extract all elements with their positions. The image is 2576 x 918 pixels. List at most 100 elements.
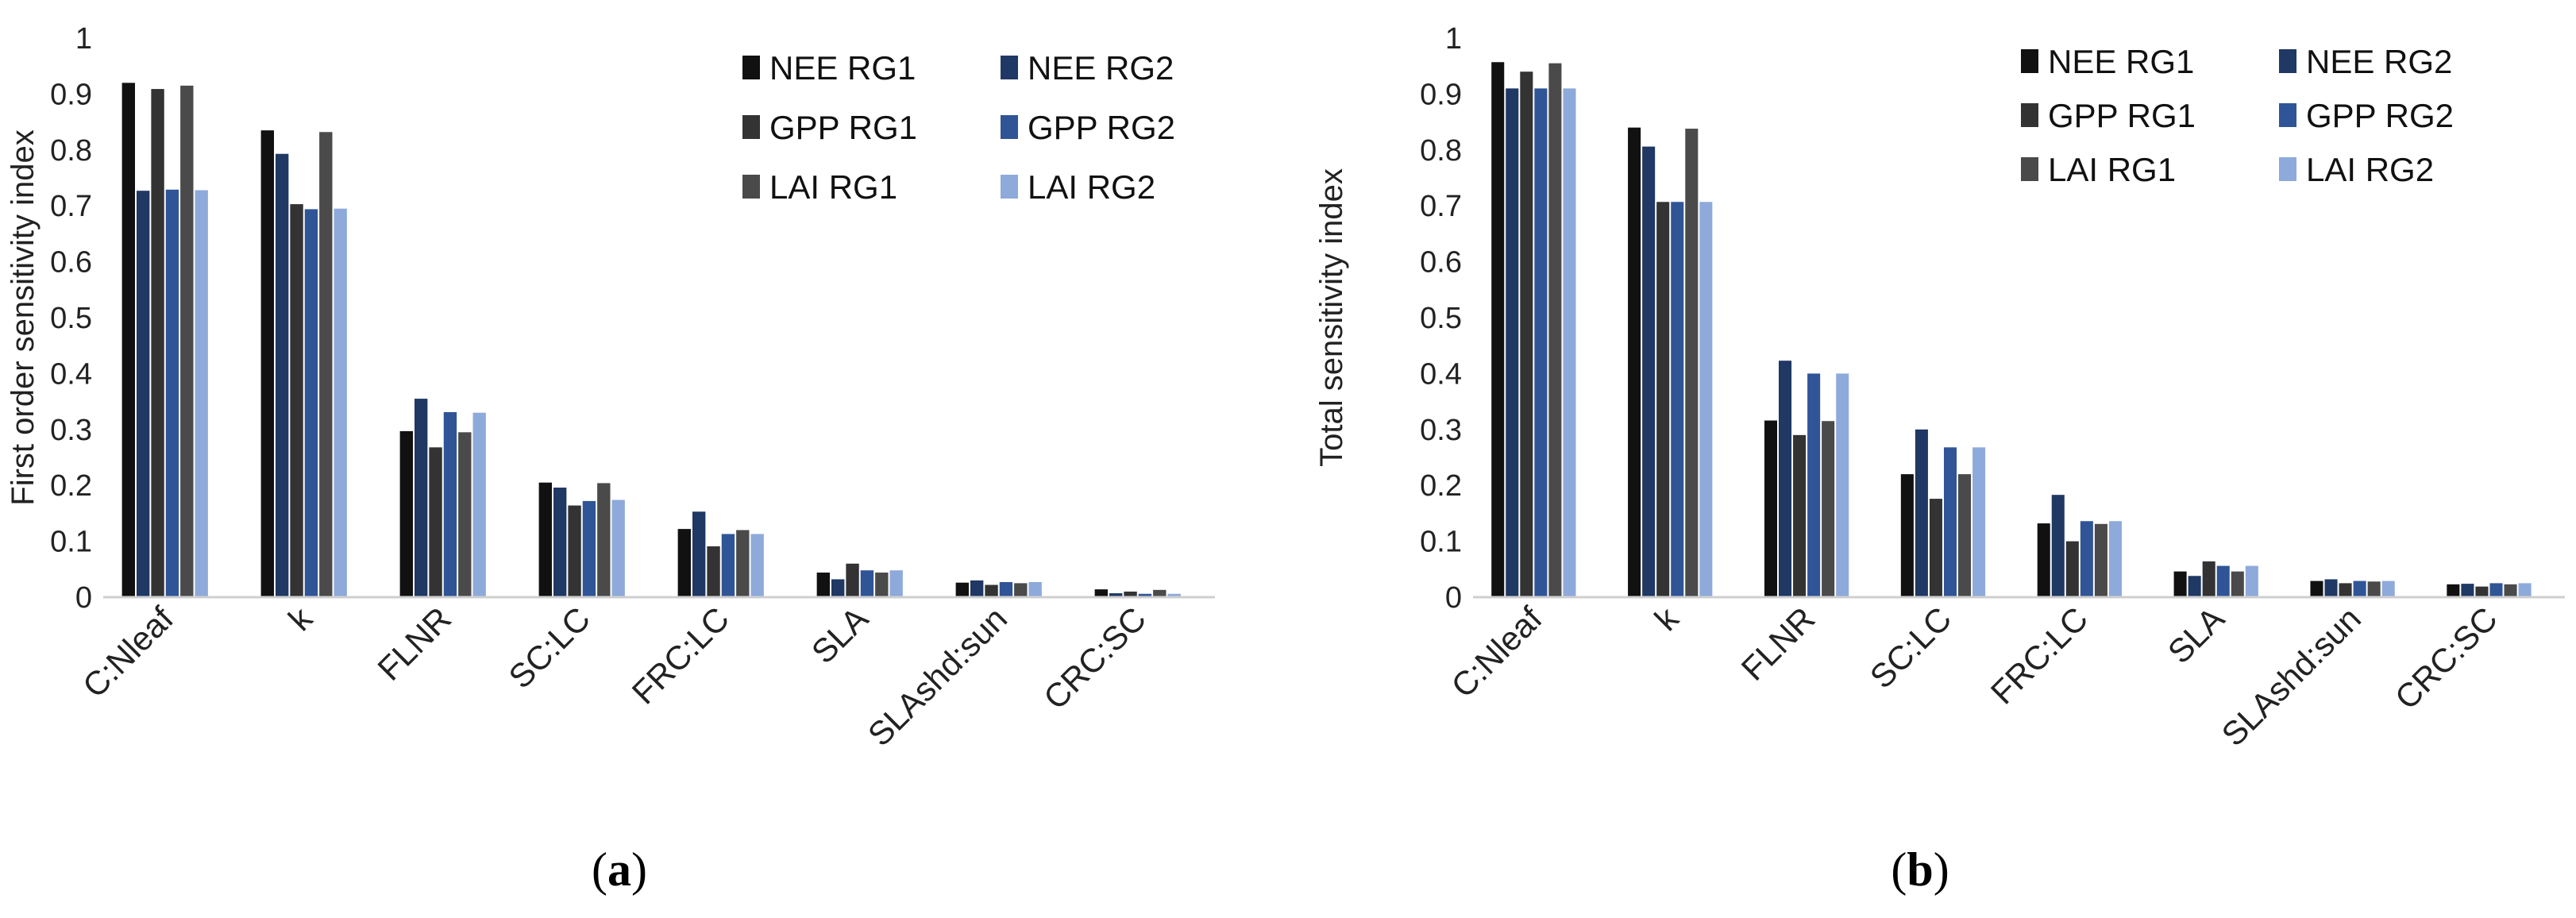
- bar-gpp-rg2-flnr: [443, 411, 457, 597]
- legend-swatch-nee-rg2: [2279, 49, 2296, 73]
- bar-nee-rg1-crc-sc: [2447, 584, 2460, 597]
- bar-gpp-rg1-k: [290, 204, 303, 597]
- bar-lai-rg1-k: [319, 132, 333, 598]
- bar-nee-rg1-crc-sc: [1094, 589, 1108, 597]
- y-tick-label: 0.6: [1420, 246, 1462, 280]
- y-tick-label: 0.4: [50, 357, 92, 391]
- bar-gpp-rg1-crc-sc: [1124, 591, 1137, 597]
- bar-gpp-rg2-k: [304, 209, 318, 597]
- bar-gpp-rg1-sla: [2202, 561, 2215, 597]
- category-label-flnr: FLNR: [370, 600, 458, 688]
- bar-gpp-rg1-slashd-sun: [2339, 583, 2352, 597]
- bar-nee-rg2-sc-lc: [1915, 429, 1928, 597]
- bar-lai-rg1-c-nleaf: [180, 85, 194, 598]
- legend-swatch-nee-rg1: [742, 56, 760, 79]
- bar-nee-rg2-flnr: [1779, 361, 1792, 597]
- bar-nee-rg2-flnr: [415, 399, 428, 597]
- bar-nee-rg2-sc-lc: [553, 488, 567, 597]
- panel-a-first-order-chart: 0 0.1 0.2 0.3 0.4 0.5 0.6 0.7 0.8 0.9 1 First order…: [6, 22, 1215, 896]
- category-label-k: k: [281, 599, 320, 638]
- legend-label-gpp-rg2: GPP RG2: [2306, 97, 2454, 134]
- panel-label: (b): [1891, 843, 1949, 896]
- bar-gpp-rg2-sc-lc: [582, 500, 596, 597]
- bar-lai-rg2-flnr: [472, 412, 486, 597]
- legend-label-gpp-rg2: GPP RG2: [1028, 109, 1175, 146]
- legend-swatch-lai-rg2: [1001, 175, 1018, 199]
- bar-gpp-rg2-sla: [2216, 565, 2230, 597]
- bar-gpp-rg2-c-nleaf: [165, 189, 179, 597]
- y-tick-label: 0.9: [1420, 78, 1462, 111]
- bar-gpp-rg2-slashd-sun: [999, 581, 1013, 597]
- y-tick-label: 0.7: [1420, 190, 1462, 223]
- bar-gpp-rg1-k: [1656, 202, 1670, 597]
- bar-lai-rg2-slashd-sun: [1028, 581, 1042, 597]
- bar-lai-rg2-k: [334, 208, 347, 597]
- bar-nee-rg2-crc-sc: [2461, 584, 2474, 597]
- category-label-sc-lc: SC:LC: [501, 600, 597, 696]
- bar-lai-rg1-sc-lc: [597, 483, 611, 597]
- category-label-frc-lc: FRC:LC: [625, 600, 736, 711]
- bar-lai-rg1-crc-sc: [2504, 584, 2517, 597]
- legend-swatch-gpp-rg1: [2021, 103, 2038, 127]
- bar-gpp-rg2-crc-sc: [1138, 593, 1152, 597]
- bar-lai-rg1-frc-lc: [2094, 523, 2107, 597]
- y-tick-label: 0.5: [1420, 302, 1462, 335]
- y-tick-label: 0.6: [50, 246, 92, 280]
- legend-label-nee-rg2: NEE RG2: [1028, 49, 1174, 87]
- bar-lai-rg2-c-nleaf: [1563, 88, 1576, 598]
- bar-nee-rg2-frc-lc: [2051, 495, 2065, 597]
- y-tick-label: 0.5: [50, 302, 92, 335]
- category-label-flnr: FLNR: [1734, 600, 1822, 688]
- bar-nee-rg2-slashd-sun: [970, 580, 984, 597]
- y-tick-label: 0.2: [50, 469, 92, 503]
- bars: [121, 83, 1181, 598]
- y-tick-label: 0.2: [1420, 469, 1462, 503]
- bar-lai-rg1-slashd-sun: [2367, 581, 2381, 597]
- y-tick-label: 0.1: [1420, 526, 1462, 559]
- bar-nee-rg2-c-nleaf: [1506, 88, 1519, 598]
- bar-lai-rg1-crc-sc: [1153, 589, 1167, 597]
- bar-lai-rg1-sla: [875, 573, 889, 597]
- bar-lai-rg2-sla: [2245, 565, 2258, 597]
- bar-gpp-rg1-c-nleaf: [151, 89, 164, 597]
- category-label-k: k: [1647, 599, 1686, 638]
- bar-lai-rg2-sc-lc: [611, 499, 625, 597]
- bar-gpp-rg1-sc-lc: [568, 505, 581, 597]
- bar-nee-rg2-k: [1642, 146, 1656, 598]
- bar-lai-rg1-flnr: [1822, 421, 1835, 597]
- bar-nee-rg1-frc-lc: [2037, 523, 2050, 597]
- legend-label-lai-rg1: LAI RG1: [2048, 151, 2176, 188]
- bar-nee-rg1-c-nleaf: [121, 83, 135, 597]
- panel-b-total-chart: 0 0.1 0.2 0.3 0.4 0.5 0.6 0.7 0.8 0.9 1 Total sensi…: [1314, 22, 2565, 896]
- y-axis-ticks: 0 0.1 0.2 0.3 0.4 0.5 0.6 0.7 0.8 0.9 1: [50, 22, 92, 615]
- bar-nee-rg1-k: [1628, 127, 1641, 597]
- legend-label-lai-rg2: LAI RG2: [1028, 168, 1155, 206]
- y-tick-label: 0.3: [50, 414, 92, 447]
- bar-lai-rg1-sc-lc: [1958, 474, 1972, 597]
- category-label-crc-sc: CRC:SC: [2388, 600, 2505, 716]
- y-axis-label: Total sensitivity index: [1314, 168, 1349, 467]
- bar-lai-rg2-k: [1699, 202, 1713, 597]
- bar-nee-rg2-c-nleaf: [137, 191, 150, 597]
- legend-swatch-gpp-rg2: [1001, 115, 1018, 139]
- legend-label-nee-rg1: NEE RG1: [2048, 43, 2194, 80]
- category-label-slashd-sun: SLAshd:sun: [861, 600, 1014, 753]
- bar-gpp-rg1-flnr: [1793, 434, 1807, 597]
- bar-nee-rg2-sla: [831, 579, 845, 597]
- bar-nee-rg1-slashd-sun: [2310, 580, 2323, 597]
- bar-lai-rg2-frc-lc: [2108, 521, 2122, 597]
- bar-nee-rg1-k: [260, 130, 274, 597]
- bar-lai-rg2-sla: [889, 570, 903, 597]
- bar-gpp-rg1-c-nleaf: [1520, 71, 1533, 598]
- bar-nee-rg1-flnr: [399, 430, 413, 597]
- bar-gpp-rg1-slashd-sun: [985, 584, 998, 597]
- legend: NEE RG1 NEE RG2 GPP RG1 GPP RG2 LAI RG1 LAI R…: [742, 49, 1175, 206]
- bar-gpp-rg2-c-nleaf: [1534, 88, 1548, 598]
- legend-label-lai-rg2: LAI RG2: [2306, 151, 2434, 188]
- y-tick-label: 0: [1445, 581, 1462, 615]
- bar-nee-rg1-c-nleaf: [1491, 62, 1505, 598]
- bar-gpp-rg2-slashd-sun: [2353, 580, 2366, 597]
- legend-swatch-nee-rg2: [1001, 56, 1018, 79]
- y-tick-label: 0.7: [50, 190, 92, 223]
